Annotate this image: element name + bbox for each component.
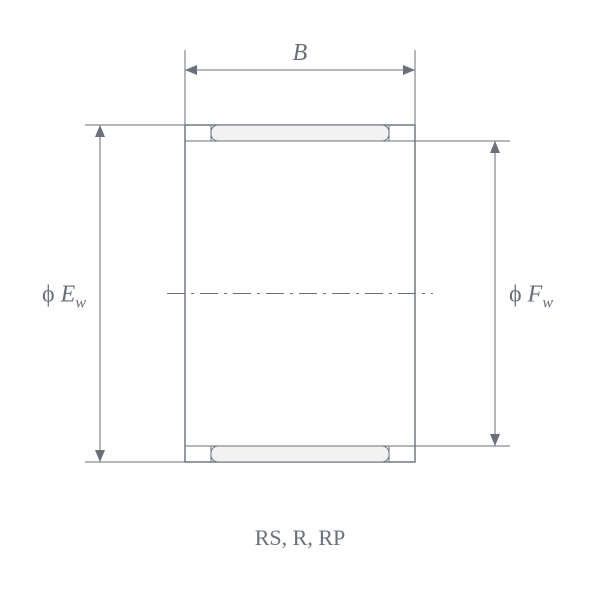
bottom-roller [211, 446, 389, 462]
dim-fw-label: ϕ Fw [509, 282, 553, 312]
dim-b-label: B [293, 40, 308, 66]
dim-ew-label: ϕ Ew [42, 282, 86, 312]
top-roller [211, 125, 389, 141]
diagram-caption: RS, R, RP [255, 525, 346, 550]
